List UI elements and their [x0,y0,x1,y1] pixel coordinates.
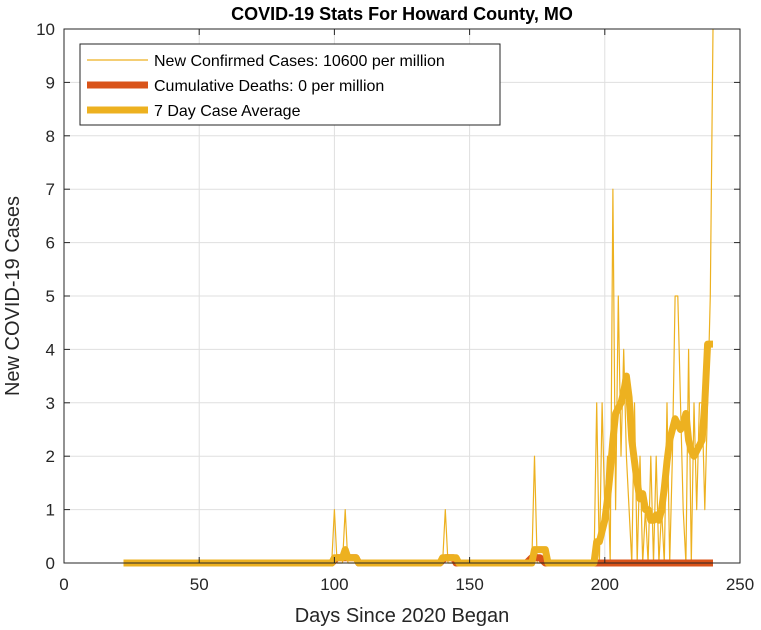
tick-layer: 0 50 100 150 200 250 0 1 2 3 4 5 6 7 8 9 10 [36,20,754,594]
y-tick-label: 6 [46,234,55,253]
x-tick-label: 50 [190,575,209,594]
legend-label: Cumulative Deaths: 0 per million [154,78,384,95]
y-tick-label: 1 [46,501,55,520]
x-tick-label: 100 [320,575,348,594]
y-tick-label: 3 [46,394,55,413]
y-tick-label: 9 [46,73,55,92]
y-tick-label: 7 [46,180,55,199]
y-axis-label: New COVID-19 Cases [2,196,24,396]
x-tick-label: 200 [591,575,619,594]
legend-label: 7 Day Case Average [154,103,301,120]
y-tick-label: 2 [46,447,55,466]
y-tick-label: 4 [46,340,55,359]
y-tick-label: 10 [36,20,55,39]
x-tick-label: 250 [726,575,754,594]
legend-label: New Confirmed Cases: 10600 per million [154,53,445,70]
legend: New Confirmed Cases: 10600 per million Cu… [79,43,501,126]
x-axis-label: Days Since 2020 Began [295,605,510,627]
y-tick-label: 5 [46,287,55,306]
legend-items: New Confirmed Cases: 10600 per million Cu… [87,53,445,120]
x-tick-label: 150 [455,575,483,594]
y-tick-label: 0 [46,554,55,573]
legend-box [79,43,501,126]
x-tick-label: 0 [59,575,68,594]
y-tick-label: 8 [46,127,55,146]
chart-title: COVID-19 Stats For Howard County, MO [231,4,573,24]
